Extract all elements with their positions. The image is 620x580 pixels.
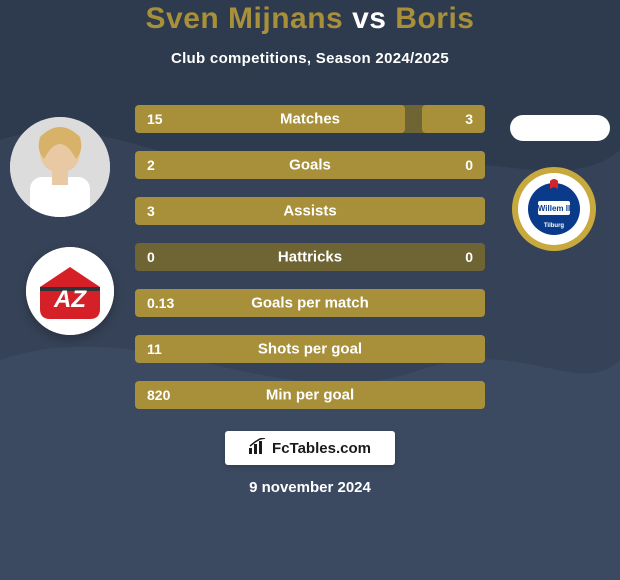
title-vs: vs [352,2,386,35]
stat-value-left: 0 [147,249,155,265]
stat-value-right: 3 [465,111,473,127]
svg-text:Tilburg: Tilburg [544,223,565,229]
bar-left [135,105,405,133]
stat-value-right: 0 [465,157,473,173]
svg-text:Willem II: Willem II [538,204,570,213]
stat-value-left: 2 [147,157,155,173]
comparison-chart: AZ Willem II Tilburg 15 3 Matches 2 0 Goals 3 A… [0,105,620,409]
subtitle: Club competitions, Season 2024/2025 [171,50,449,67]
club-badge-right: Willem II Tilburg [510,165,598,253]
fctables-logo-text: FcTables.com [272,440,371,457]
player-right-avatar [510,115,610,141]
stat-row: 820 Min per goal [135,381,485,409]
stat-row: 3 Assists [135,197,485,225]
stat-value-left: 820 [147,387,170,403]
club-left-text: AZ [53,286,87,313]
stat-row: 2 0 Goals [135,151,485,179]
page-title: Sven Mijnans vs Boris [146,2,475,36]
stat-value-left: 11 [147,341,162,357]
stat-label: Goals per match [251,295,369,312]
bar-right [422,105,485,133]
stat-label: Assists [283,203,336,220]
club-badge-left: AZ [26,247,114,335]
stat-label: Hattricks [278,249,342,266]
player-left-avatar [10,117,110,217]
title-player1: Sven Mijnans [146,2,344,35]
stat-row: 0.13 Goals per match [135,289,485,317]
stat-value-left: 3 [147,203,155,219]
stat-label: Shots per goal [258,341,362,358]
stat-value-left: 0.13 [147,295,174,311]
fctables-logo[interactable]: FcTables.com [225,431,395,465]
stat-value-left: 15 [147,111,163,127]
stat-row: 15 3 Matches [135,105,485,133]
title-player2: Boris [395,2,474,35]
chart-icon [249,438,267,459]
stat-row: 11 Shots per goal [135,335,485,363]
footer-date: 9 november 2024 [249,479,371,496]
stat-label: Min per goal [266,387,354,404]
stat-label: Goals [289,157,331,174]
stat-label: Matches [280,111,340,128]
stat-value-right: 0 [465,249,473,265]
stat-row: 0 0 Hattricks [135,243,485,271]
